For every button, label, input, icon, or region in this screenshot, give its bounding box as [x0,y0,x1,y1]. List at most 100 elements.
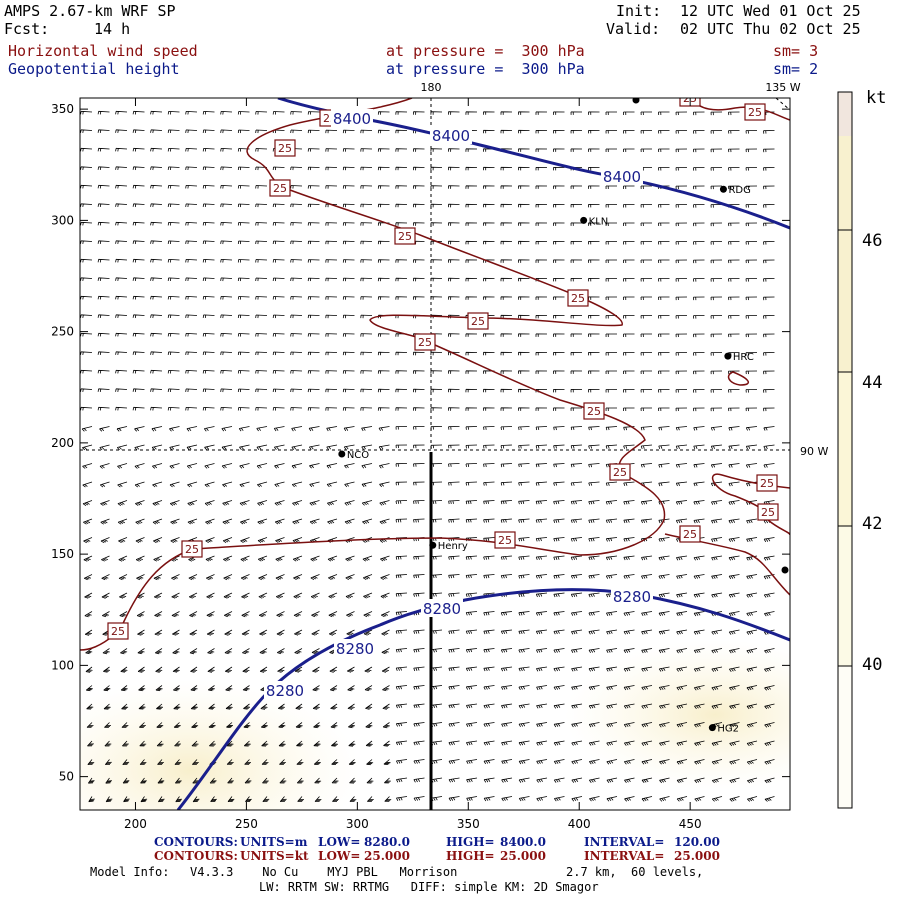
field2-name: Geopotential height [8,60,180,78]
model-resolution: 2.7 km, 60 levels, [566,865,704,879]
svg-text:8400: 8400 [432,127,470,145]
station-marker [708,724,716,732]
colorbar-unit: kt [866,88,887,108]
speed-contour-label: 25 [467,312,489,330]
wind-barbs-layer [80,110,775,803]
svg-text:8280: 8280 [613,588,651,606]
y-tick-label: 200 [51,436,74,450]
contours-row2-label: CONTOURS: [154,849,238,863]
station-hrc: HRC [724,352,754,363]
speed-contour-label: 25 [107,622,129,640]
station-kln: KLN [580,216,608,227]
speed-contour-label: 25 [679,525,701,543]
station-marker [338,450,346,458]
valid-label: Valid: [606,20,661,38]
station-marker [719,185,727,193]
speed-contour-label: 25 [567,289,589,307]
height-contour-label: 8280 [421,599,463,618]
svg-text:25: 25 [613,466,627,479]
contours-row2-high: 25.000 [500,849,546,863]
y-tick-label: 50 [59,770,74,784]
model-info-label: Model Info: [90,865,170,879]
speed-contour-label: 25 [609,463,631,481]
svg-text:25: 25 [471,315,485,328]
wind-shade-southwest [80,680,360,810]
height-contour-label: 8280 [334,639,376,658]
svg-text:25: 25 [748,106,762,119]
y-axis: 50 100 150 200 250 300 350 [51,102,790,784]
height-contour-label: 8400 [331,109,373,128]
speed-contour-label: 25 [583,402,605,420]
station-marker [429,541,437,549]
svg-text:25: 25 [761,506,775,519]
colorbar-label-40: 40 [862,655,883,675]
speed-contour-label: 25 [269,179,291,197]
y-tick-label: 300 [51,213,74,227]
x-tick-label: 200 [124,817,147,831]
svg-text:25: 25 [760,477,774,490]
x-tick-label: 450 [679,817,702,831]
x-tick-label: 250 [235,817,258,831]
init-label: Init: [616,2,662,20]
colorbar [837,91,853,809]
speed-contour-label: 25 [394,227,416,245]
meridian-180-label: 180 [421,81,442,94]
station-hg2: HG2 [708,724,739,735]
contours-row2-interval: 25.000 [674,849,720,863]
speed-contour-label: 25 [274,139,296,157]
colorbar-frame [837,91,853,809]
speed-contour-east [711,473,790,536]
speed-contour-label: 25 [181,540,203,558]
model-physics: LW: RRTM SW: RRTMG DIFF: simple KM: 2D S… [259,880,599,894]
colorbar-band-bottom [838,666,852,808]
svg-text:8280: 8280 [266,682,304,700]
station-rdg: RDG [719,185,751,196]
station-label: HRC [733,352,754,363]
model-title: AMPS 2.67-km WRF SP [4,2,176,20]
contours-row1-label: CONTOURS: [154,835,238,849]
field2-level: at pressure = 300 hPa [386,60,585,78]
y-tick-label: 250 [51,325,74,339]
station-label: NCO [347,450,369,461]
stations-layer: KLN RDG HRC NCO Henry HG2 [338,185,754,735]
speed-contour-label: 25 [756,474,778,492]
forecast-hours: 14 h [94,20,131,38]
height-contour-label: 8400 [430,126,472,145]
contours-row2-units: UNITS=kt [240,849,309,863]
speed-contour-small-loop [727,371,750,386]
station-marker-east [781,566,789,574]
speed-contour-label: 25 [494,531,516,549]
svg-text:25: 25 [398,230,412,243]
colorbar-band-44-42 [838,372,852,526]
forecast-label: Fcst: [4,20,50,38]
x-tick-label: 400 [568,817,591,831]
station-label: RDG [728,185,750,196]
contours-row1-interval: 120.00 [674,835,720,849]
field2-smoothing: sm= 2 [773,60,819,78]
x-axis: 200 250 300 350 400 450 [124,98,702,831]
y-tick-label: 150 [51,547,74,561]
field1-name: Horizontal wind speed [8,42,198,60]
y-tick-label: 350 [51,102,74,116]
height-contour-label: 8280 [611,587,653,606]
svg-text:25: 25 [111,625,125,638]
station-label: KLN [589,216,609,227]
contours-row2-interval-label: INTERVAL= [584,849,665,863]
height-contour-labels: 8400 8400 8400 8280 8280 8280 8280 [264,109,653,700]
colorbar-label-44: 44 [862,373,883,393]
speed-contour-label: 25 [414,333,436,351]
station-marker-top [632,98,640,104]
station-label: Henry [438,541,468,552]
svg-text:25: 25 [185,543,199,556]
speed-contour-label: 25 [744,103,766,121]
wind-shade-southeast [565,640,790,790]
svg-text:25: 25 [278,142,292,155]
colorbar-band-42-40 [838,526,852,666]
map-frame [79,97,791,811]
field1-smoothing: sm= 3 [773,42,819,60]
valid-time: 02 UTC Thu 02 Oct 25 [680,20,861,38]
contours-row2-low: 25.000 [364,849,410,863]
station-marker [724,352,732,360]
